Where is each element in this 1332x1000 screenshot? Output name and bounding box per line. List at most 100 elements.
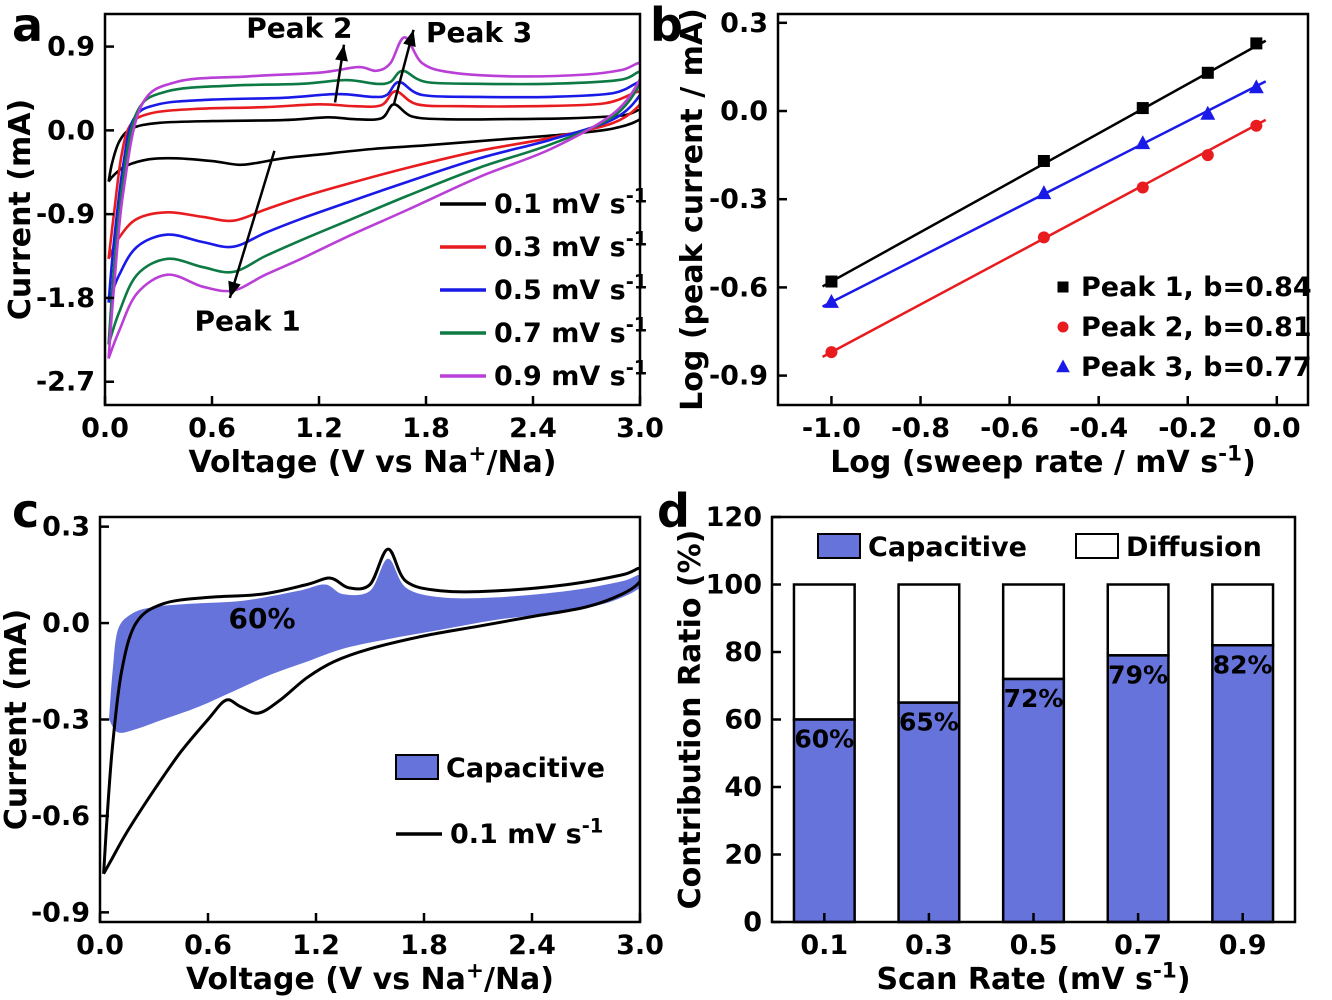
bar-percto-label: 79% [1108,660,1168,689]
marker-square [825,275,838,288]
annotation-arrow-line [228,150,276,299]
x-tick-label: -0.6 [980,413,1039,444]
legend-label: 0.7 mV s-1 [494,314,647,349]
marker-circle [1136,181,1149,194]
bar-diffusion [1001,583,1066,681]
legend-label: Diffusion [1126,532,1262,563]
panel-b: -1.0 -0.8 -0.6 -0.4 -0.2 0.0 0.3 0.0 -0.3 -0.6 -0.… [675,8,1312,480]
marker-circle [825,346,838,359]
x-tick-label: 3.0 [616,413,664,444]
marker-circle [1201,149,1214,162]
x-tick-label: 1.8 [400,930,448,961]
legend-label: 0.5 mV s-1 [494,271,647,306]
y-axis-label: Current (mA) [3,99,38,320]
x-tick-label: -0.2 [1158,413,1217,444]
y-tick-label: -0.9 [36,199,95,230]
x-tick-label: 1.2 [292,930,340,961]
cv-curve-green [107,69,640,345]
legend-rect-swatch [817,533,861,559]
x-axis-label: Voltage (V vs Na+/Na) [186,959,554,997]
x-tick-label: 0.3 [905,930,953,961]
y-tick-label: -0.6 [31,801,90,832]
y-tick-label: -1.8 [36,283,95,314]
y-tick-label: 0 [743,907,762,938]
y-tick-label: 100 [706,570,762,601]
panel-letter-b: b [650,0,683,52]
bar-diffusion [1211,583,1275,647]
plot-border [776,12,1310,407]
legend-label: Capacitive [868,532,1027,563]
annotation-arrow-head [403,29,416,47]
x-tick-label: 3.0 [616,930,664,961]
marker-triangle [1135,135,1151,150]
bar-percto-label: 82% [1213,650,1273,679]
x-tick-label: 0.6 [184,930,232,961]
y-tick-label: -2.7 [36,367,95,398]
legend-label: Peak 2, b=0.81 [1081,312,1312,343]
marker-triangle [824,293,839,308]
x-tick-label: 1.2 [295,413,343,444]
annotation-arrow-head [335,44,348,62]
annotation-arrow-head [228,280,241,298]
x-axis-label: Voltage (V vs Na+/Na) [188,442,556,480]
x-tick-label: -1.0 [802,413,861,444]
bar-diffusion [897,583,961,704]
y-tick-label: 0.0 [720,96,768,127]
x-tick-label: 0.0 [76,930,124,961]
plot-border [98,515,642,924]
y-tick-label: 80 [724,637,762,668]
x-tick-label: 0.0 [1253,413,1301,444]
cv-curve-blue [107,80,640,304]
y-axis-label: Current (mA) [0,609,34,830]
x-tick-label: 0.0 [81,413,129,444]
y-tick-label: 0.0 [42,608,90,639]
legend-label: 0.1 mV s-1 [494,185,647,220]
legend-label: 0.1 mV s-1 [450,815,603,850]
marker-square [1136,102,1149,115]
y-tick-label: -0.6 [709,272,768,303]
x-tick-label: 0.9 [1219,930,1267,961]
y-axis-label: Contribution Ratio (%) [673,530,708,910]
marker-circle [1250,119,1263,132]
legend-label: Peak 1, b=0.84 [1081,272,1312,303]
x-tick-label: 0.6 [188,413,236,444]
y-tick-label: -0.9 [709,361,768,392]
y-tick-label: 0.3 [42,512,90,543]
bar-diffusion [792,583,856,721]
x-tick-label: 0.5 [1010,930,1058,961]
x-tick-label: 0.7 [1114,930,1162,961]
bar-capacitive [792,718,856,924]
legend-label: 0.9 mV s-1 [494,357,647,392]
bar-capacitive [1211,644,1275,924]
marker-triangle [1056,359,1070,373]
cv-outline [102,547,640,875]
legend-rect-swatch [395,754,439,780]
bar-percto-label: 65% [899,708,959,737]
marker-circle [1057,321,1069,333]
bar-capacitive [1001,677,1066,924]
marker-square [1037,154,1050,167]
bar-capacitive [897,701,961,924]
annotation-60-: 60% [228,602,295,635]
legend-label: 0.3 mV s-1 [494,228,647,263]
annotation-peak-2: Peak 2 [246,11,352,44]
bar-diffusion [1106,583,1170,657]
x-tick-label: -0.8 [891,413,950,444]
cv-curve-violet [107,35,640,359]
marker-square [1250,37,1263,50]
y-tick-label: -0.3 [31,705,90,736]
legend-rect-swatch [1075,533,1119,559]
x-tick-label: 2.4 [509,413,557,444]
annotation-peak-1: Peak 1 [195,305,301,338]
bar-percto-label: 72% [1004,684,1064,713]
y-tick-label: 120 [706,502,762,533]
marker-triangle [1036,185,1052,200]
y-axis-label: Log (peak current / mA) [675,8,710,411]
y-tick-label: 0.3 [720,8,768,39]
y-tick-label: -0.9 [31,897,90,928]
annotation-peak-3: Peak 3 [426,16,532,49]
y-tick-label: 40 [724,772,762,803]
x-axis-label: Log (sweep rate / mV s-1) [830,442,1256,480]
x-tick-label: 1.8 [402,413,450,444]
